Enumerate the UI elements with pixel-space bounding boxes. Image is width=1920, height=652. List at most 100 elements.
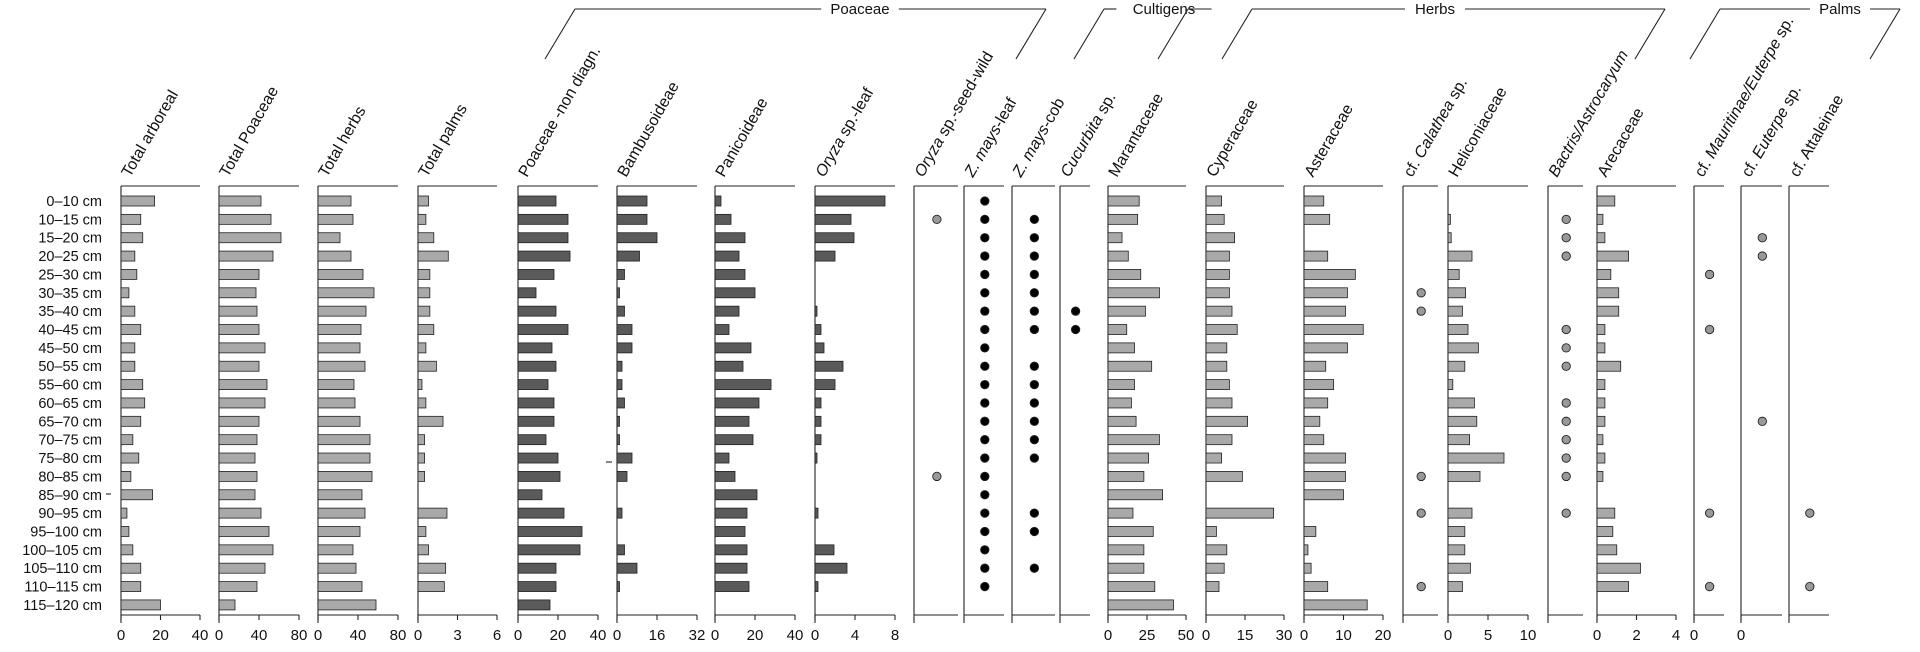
- presence-dot: [1029, 214, 1040, 225]
- bar: [417, 562, 447, 574]
- bar: [1107, 397, 1132, 409]
- bar: [1596, 562, 1641, 574]
- group-poaceae: Poaceae: [544, 1, 1047, 60]
- bar: [218, 360, 260, 372]
- column-label: Total Poaceae: [217, 84, 282, 180]
- presence-dot: [932, 214, 942, 225]
- bar: [1447, 213, 1451, 225]
- tick-label: 16: [649, 627, 666, 644]
- bar: [218, 562, 266, 574]
- depth-label: 50–55 cm: [38, 359, 102, 375]
- bar: [1303, 452, 1346, 464]
- panel-z-mays-cob: [1011, 185, 1055, 623]
- bar: [120, 250, 136, 262]
- panel-total-arboreal: 0 20 40: [117, 185, 208, 644]
- depth-label: 10–15 cm: [38, 212, 102, 228]
- presence-dot: [980, 416, 990, 426]
- bar: [1107, 232, 1123, 244]
- presence-dot: [1029, 269, 1040, 280]
- bar: [120, 324, 142, 335]
- bar: [517, 342, 553, 354]
- bar: [517, 324, 569, 335]
- bar: [814, 324, 822, 335]
- bar: [1107, 342, 1135, 354]
- presence-dot: [1561, 435, 1571, 445]
- bar: [1205, 544, 1228, 556]
- bar: [616, 305, 625, 317]
- bar: [120, 507, 128, 519]
- bar: [317, 195, 352, 207]
- bar: [1107, 434, 1160, 446]
- bar: [1303, 562, 1312, 574]
- bar: [218, 269, 260, 280]
- bar: [317, 360, 366, 372]
- bar: [714, 269, 746, 280]
- bar: [714, 342, 752, 354]
- bar: [218, 287, 257, 299]
- bar: [317, 415, 361, 427]
- tick-label: 0: [414, 627, 422, 644]
- bar: [1107, 360, 1153, 372]
- panel-arecaceae: 0 2 4: [1593, 185, 1680, 644]
- bar: [417, 269, 431, 280]
- presence-dot: [1561, 343, 1571, 353]
- tick-label: 15: [1237, 627, 1254, 644]
- bar: [814, 507, 819, 519]
- bar: [814, 562, 848, 574]
- bar: [417, 434, 425, 446]
- panel-cf-attaleinae: [1788, 185, 1829, 623]
- bracket-leg: [1157, 8, 1189, 60]
- presence-dot: [1070, 324, 1081, 335]
- bar: [218, 452, 256, 464]
- presence-dot: [1029, 435, 1040, 445]
- bar: [1596, 305, 1620, 317]
- tick-label: 0: [1300, 627, 1308, 644]
- bar: [1447, 544, 1466, 556]
- bar: [1596, 434, 1604, 446]
- bar: [1107, 562, 1145, 574]
- tick-label: 40: [251, 627, 268, 644]
- tick-label: 0: [613, 627, 621, 644]
- bar: [1596, 213, 1604, 225]
- bar: [1447, 434, 1471, 446]
- bar: [714, 489, 758, 501]
- group-brackets: Poaceae Cultigens Herbs Palms: [544, 1, 1901, 60]
- bar: [120, 434, 134, 446]
- bracket-leg: [1634, 8, 1666, 60]
- presence-dot: [1757, 251, 1767, 261]
- bar: [814, 305, 818, 317]
- bar: [1205, 195, 1223, 207]
- group-label: Cultigens: [1133, 1, 1196, 18]
- bar: [317, 232, 341, 244]
- bar: [1107, 195, 1140, 207]
- bar: [714, 507, 748, 519]
- bar: [1303, 489, 1344, 501]
- bar: [714, 415, 750, 427]
- bar: [1596, 269, 1612, 280]
- bar: [714, 232, 746, 244]
- bar: [1303, 287, 1348, 299]
- bar: [814, 213, 852, 225]
- bar: [317, 287, 375, 299]
- panel-total-herbs: 0 40 80: [314, 185, 406, 644]
- bar: [616, 434, 620, 446]
- bar: [1447, 287, 1467, 299]
- tick-label: 0: [1202, 627, 1210, 644]
- bar: [1447, 232, 1452, 244]
- bar: [1107, 507, 1134, 519]
- bar: [417, 287, 431, 299]
- bar: [1447, 305, 1463, 317]
- presence-dot: [1029, 324, 1040, 335]
- presence-dot: [980, 398, 990, 408]
- panel-cf-euterpe-sp: 0: [1737, 185, 1782, 644]
- panel-cyperaceae: 0 15 30: [1202, 185, 1292, 644]
- bar: [1447, 415, 1478, 427]
- presence-dot: [980, 581, 990, 592]
- tick-label: 80: [291, 627, 308, 644]
- bar: [714, 526, 746, 537]
- bar: [417, 305, 431, 317]
- depth-label: 60–65 cm: [38, 396, 102, 412]
- depth-label: 75–80 cm: [38, 451, 102, 467]
- presence-dot: [1561, 508, 1571, 518]
- bar: [517, 526, 583, 537]
